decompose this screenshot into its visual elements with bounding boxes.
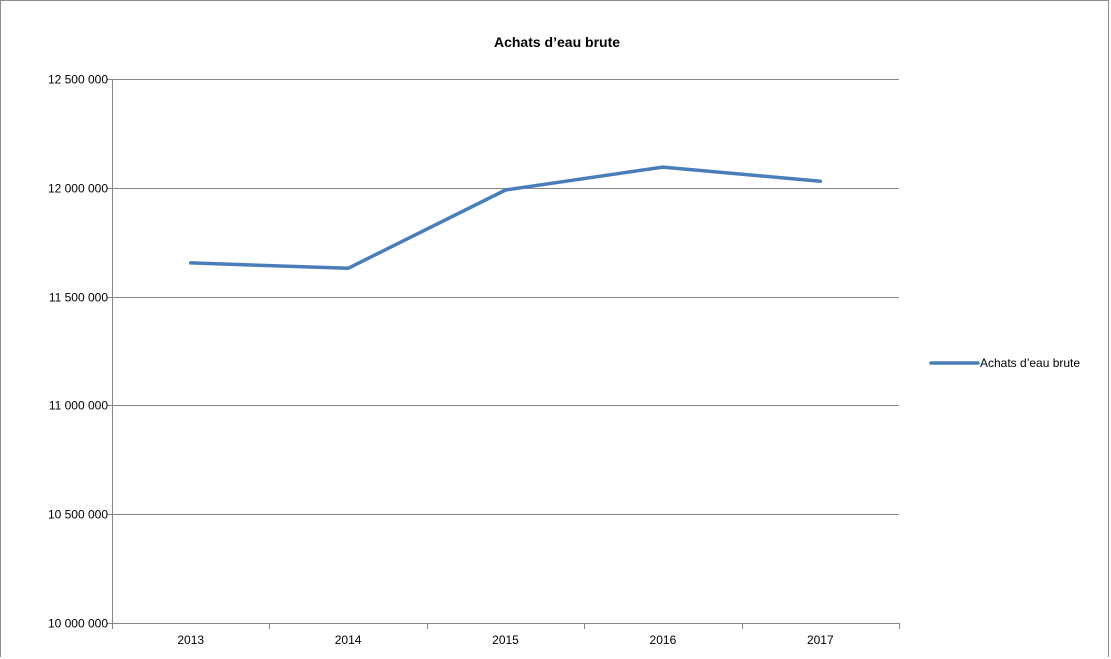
- x-tick-label: 2016: [650, 633, 677, 647]
- y-tick-label: 12 500 000: [48, 73, 108, 87]
- x-tick-label: 2014: [335, 633, 362, 647]
- y-tick-label: 10 000 000: [48, 617, 108, 631]
- y-tick-label: 12 000 000: [48, 182, 108, 196]
- legend: Achats d’eau brute: [929, 356, 1080, 370]
- x-tick-label: 2017: [807, 633, 834, 647]
- y-tick-label: 11 500 000: [49, 291, 108, 305]
- x-axis-tick-labels: 2013 2014 2015 2016 2017: [177, 633, 834, 647]
- legend-label: Achats d’eau brute: [980, 356, 1080, 370]
- series-lines: [188, 165, 823, 271]
- y-tick-label: 10 500 000: [48, 508, 108, 522]
- x-tick-label: 2015: [492, 633, 519, 647]
- series-line: [188, 165, 823, 271]
- grid-lines: [112, 79, 899, 515]
- axes: [107, 79, 900, 629]
- y-tick-label: 11 000 000: [49, 399, 108, 413]
- x-tick-label: 2013: [177, 633, 204, 647]
- chart-title: Achats d’eau brute: [494, 34, 620, 50]
- y-axis-tick-labels: 10 000 000 10 500 000 11 000 000 11 500 000…: [48, 73, 108, 631]
